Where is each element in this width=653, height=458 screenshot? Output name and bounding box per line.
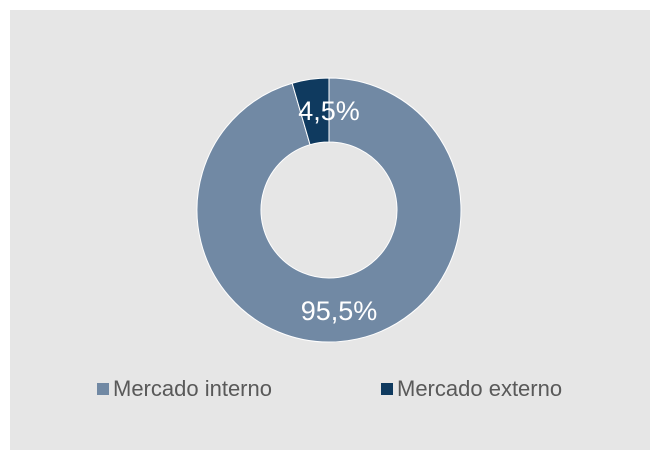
legend-label-mercado-interno: Mercado interno: [113, 376, 272, 401]
chart-panel: 95,5% 4,5% Mercado interno Mercado extern…: [10, 10, 650, 450]
legend-label-mercado-externo: Mercado externo: [397, 376, 563, 401]
legend-item-mercado-interno: Mercado interno: [97, 374, 272, 404]
data-labels-group: 95,5% 4,5%: [298, 96, 377, 326]
legend-swatch-mercado-interno: [97, 383, 109, 395]
data-label-mercado-externo: 4,5%: [298, 96, 360, 126]
legend-swatch-mercado-externo: [381, 383, 393, 395]
slice-mercado-interno: [196, 77, 462, 343]
legend-item-mercado-externo: Mercado externo: [381, 374, 562, 404]
donut-chart: 95,5% 4,5%: [196, 77, 462, 343]
chart-legend: Mercado interno Mercado externo: [10, 374, 650, 404]
slice-mercado-externo: [291, 77, 330, 146]
data-label-mercado-interno: 95,5%: [301, 296, 378, 326]
slices-group: [196, 77, 462, 343]
